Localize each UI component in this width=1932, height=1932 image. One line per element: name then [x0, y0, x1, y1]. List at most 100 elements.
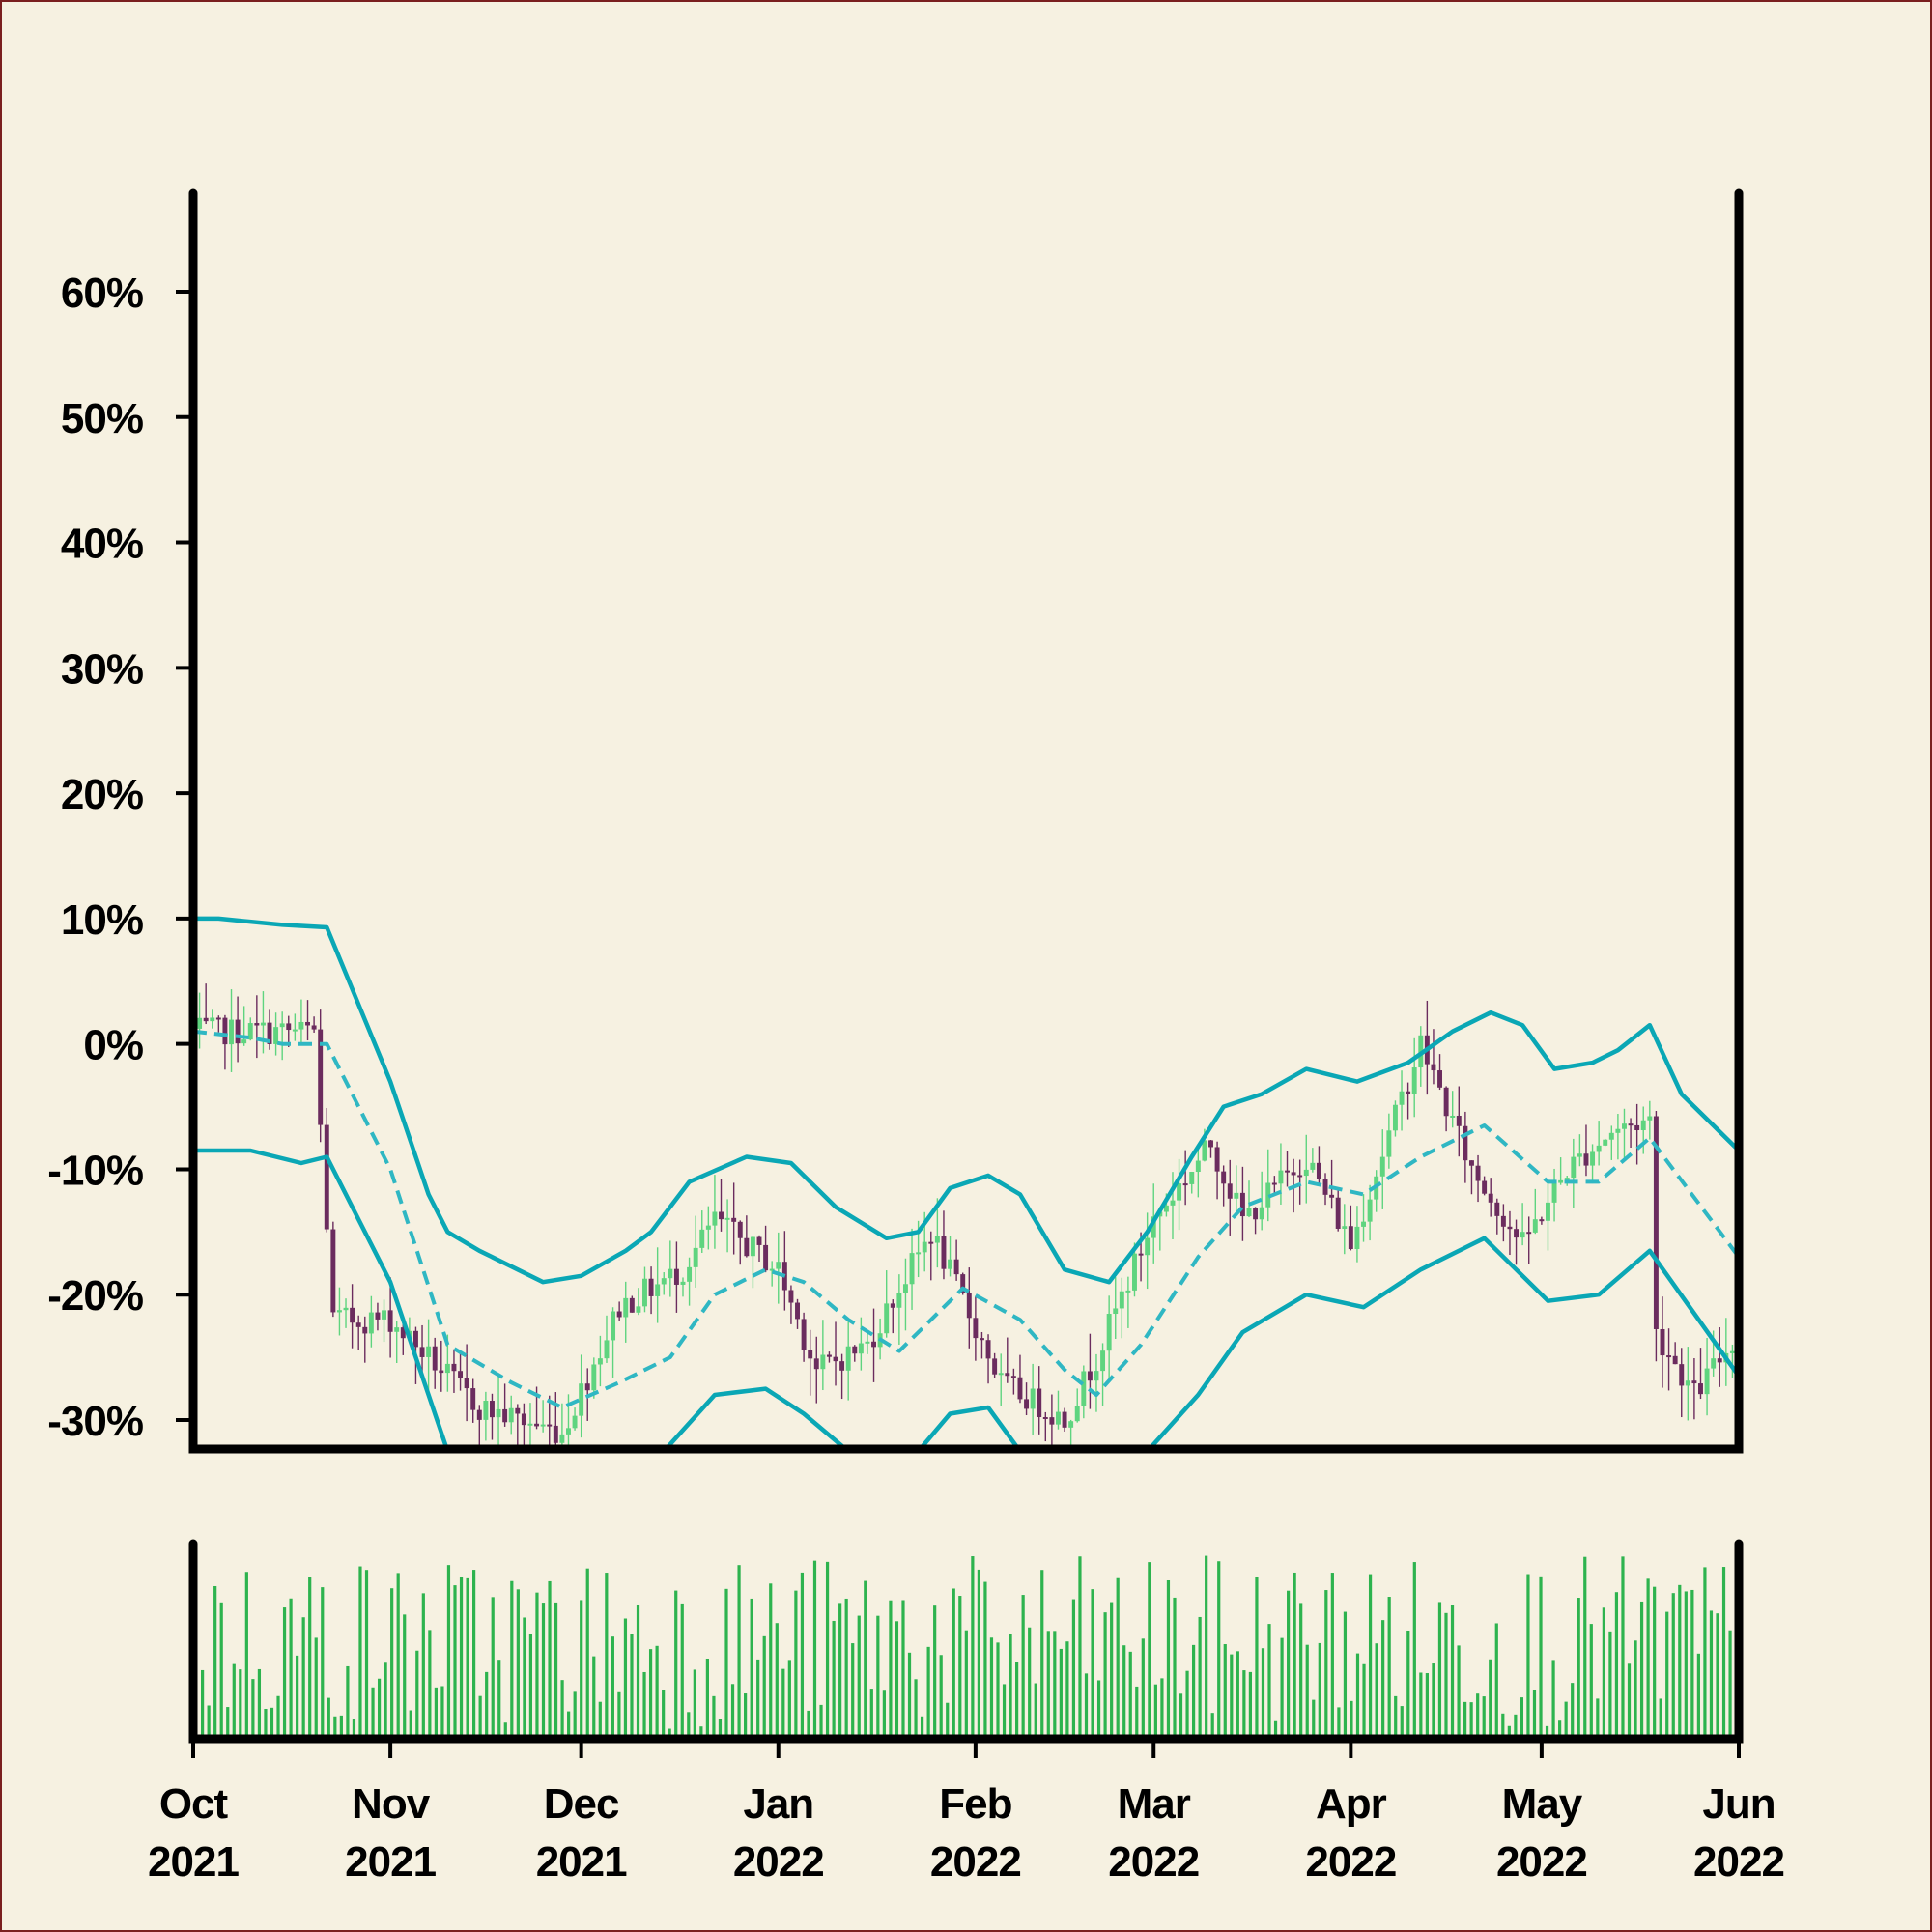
volume-bar	[1450, 1605, 1455, 1739]
volume-bar	[446, 1565, 451, 1739]
volume-bar	[1709, 1610, 1714, 1739]
volume-bar	[282, 1607, 287, 1739]
candle-down	[1679, 1364, 1685, 1386]
y-tick-label: 50%	[61, 395, 143, 442]
candle-up	[1081, 1371, 1087, 1406]
candle-up	[680, 1281, 686, 1285]
volume-bar	[1273, 1720, 1278, 1739]
candle-down	[1005, 1373, 1010, 1377]
candle-down	[400, 1327, 406, 1339]
volume-bar	[939, 1655, 943, 1739]
volume-bar	[1387, 1597, 1391, 1739]
candle-up	[699, 1229, 705, 1248]
candle-up	[527, 1423, 533, 1426]
candle-down	[432, 1346, 438, 1371]
volume-bar	[914, 1679, 918, 1739]
volume-bar	[825, 1561, 830, 1739]
candle-down	[1717, 1358, 1722, 1363]
volume-bar	[756, 1659, 760, 1739]
volume-bar	[415, 1650, 419, 1739]
candle-down	[521, 1413, 526, 1426]
volume-bar	[1198, 1616, 1202, 1739]
volume-bar	[662, 1690, 666, 1739]
volume-bar	[548, 1580, 552, 1739]
volume-bar	[617, 1691, 621, 1739]
candle-down	[305, 1021, 310, 1026]
x-tick-month: Apr	[1316, 1780, 1387, 1828]
volume-bar	[1394, 1695, 1398, 1739]
volume-bar	[1583, 1556, 1587, 1739]
volume-bar	[1160, 1678, 1164, 1739]
candle-down	[1017, 1377, 1023, 1400]
x-tick-month: Nov	[352, 1780, 431, 1828]
volume-bar	[1646, 1578, 1650, 1739]
volume-bar	[251, 1679, 255, 1739]
volume-bar	[333, 1716, 337, 1739]
volume-bar	[1028, 1627, 1032, 1739]
volume-bar	[219, 1602, 223, 1739]
volume-bar	[1653, 1586, 1657, 1739]
volume-bar	[1065, 1641, 1069, 1739]
candle-down	[1271, 1182, 1277, 1185]
candle-down	[973, 1318, 979, 1339]
candle-up	[712, 1211, 718, 1226]
volume-bar	[1539, 1576, 1543, 1739]
candle-down	[1049, 1417, 1055, 1425]
candle-up	[1030, 1388, 1036, 1409]
volume-bar	[503, 1722, 507, 1739]
candle-up	[642, 1278, 647, 1307]
volume-bar	[971, 1556, 975, 1739]
volume-bar	[636, 1604, 640, 1739]
y-tick-label: -20%	[47, 1272, 143, 1320]
axes-frame	[188, 188, 1744, 1744]
candle-down	[387, 1310, 393, 1332]
volume-bar	[1444, 1612, 1448, 1739]
candle-up	[566, 1428, 571, 1435]
price-axes-frame	[188, 188, 1744, 1454]
candle-up	[1450, 1115, 1456, 1118]
candle-down	[985, 1340, 991, 1359]
x-tick-month: Feb	[939, 1780, 1011, 1828]
candle-up	[1596, 1145, 1602, 1152]
volume-bar	[573, 1691, 577, 1739]
candle-up	[444, 1363, 450, 1374]
volume-bar	[1577, 1598, 1580, 1739]
candle-up	[1056, 1411, 1061, 1425]
volume-bar	[1166, 1579, 1171, 1739]
volume-bar	[1205, 1555, 1208, 1739]
volume-bar	[384, 1662, 387, 1739]
candle-up	[1685, 1380, 1690, 1386]
volume-bar	[1355, 1653, 1360, 1739]
candle-down	[1482, 1180, 1488, 1194]
y-tick-label: 10%	[61, 896, 143, 944]
volume-bar	[403, 1614, 407, 1739]
candle-up	[279, 1023, 285, 1028]
volume-bar	[523, 1617, 526, 1739]
candle-down	[731, 1217, 737, 1222]
volume-bar	[560, 1680, 564, 1739]
volume-bar	[687, 1712, 691, 1739]
volume-bar	[1337, 1707, 1341, 1739]
candle-down	[648, 1278, 654, 1296]
volume-bar	[869, 1689, 873, 1739]
candle-down	[1291, 1172, 1296, 1176]
volume-bar	[1659, 1698, 1662, 1739]
volume-bar	[1602, 1607, 1605, 1739]
volume-bar	[1678, 1584, 1682, 1739]
candle-down	[928, 1241, 934, 1244]
candle-up	[1622, 1123, 1627, 1129]
volume-bar	[459, 1577, 464, 1739]
candle-up	[508, 1407, 514, 1423]
volume-bar	[1639, 1601, 1644, 1739]
candle-up	[884, 1303, 890, 1334]
candle-down	[1463, 1125, 1468, 1161]
candle-down	[960, 1274, 966, 1293]
volume-bar	[907, 1652, 912, 1739]
candle-down	[362, 1326, 368, 1334]
candle-up	[1106, 1314, 1112, 1351]
volume-bar	[1728, 1630, 1732, 1739]
candle-up	[1520, 1232, 1525, 1238]
volume-bar	[1153, 1684, 1157, 1739]
candle-up	[483, 1401, 489, 1420]
